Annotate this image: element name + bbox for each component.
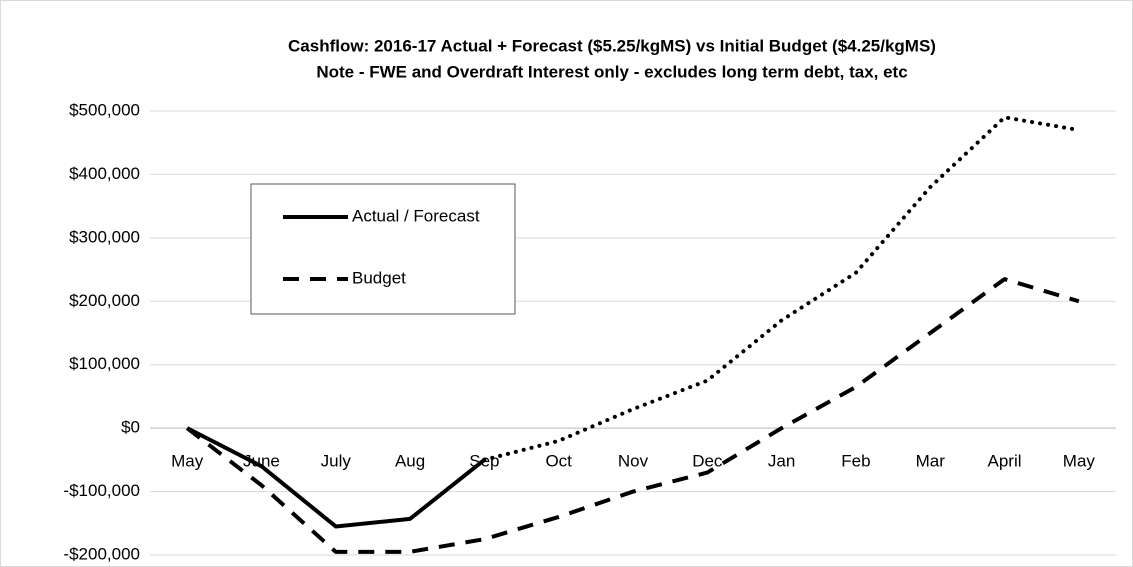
- y-tick-label: $200,000: [69, 291, 140, 310]
- y-tick-label: $0: [121, 418, 140, 437]
- legend-label: Budget: [352, 268, 406, 287]
- y-tick-label: $100,000: [69, 354, 140, 373]
- series-line: [482, 115, 1081, 462]
- x-tick-label: Mar: [916, 452, 946, 471]
- legend-label: Actual / Forecast: [352, 206, 480, 225]
- y-tick-label: -$200,000: [63, 544, 140, 563]
- x-tick-label: Nov: [618, 452, 649, 471]
- x-tick-label: June: [243, 452, 280, 471]
- x-tick-label: July: [321, 452, 352, 471]
- x-tick-label: April: [988, 452, 1022, 471]
- series-line: [185, 277, 1080, 554]
- x-tick-label: Feb: [841, 452, 870, 471]
- y-tick-label: $500,000: [69, 100, 140, 119]
- x-tick-label: Jan: [768, 452, 795, 471]
- chart-title: Cashflow: 2016-17 Actual + Forecast ($5.…: [288, 36, 936, 55]
- x-tick-label: Oct: [545, 452, 572, 471]
- x-tick-label: Aug: [395, 452, 425, 471]
- y-tick-label: -$100,000: [63, 481, 140, 500]
- x-tick-label: May: [1063, 452, 1096, 471]
- x-tick-label: May: [171, 452, 204, 471]
- series-line: [186, 426, 486, 529]
- x-tick-label: Dec: [692, 452, 723, 471]
- chart-subtitle: Note - FWE and Overdraft Interest only -…: [316, 62, 907, 81]
- y-tick-label: $400,000: [69, 164, 140, 183]
- y-tick-label: $300,000: [69, 227, 140, 246]
- legend-box: [250, 183, 516, 315]
